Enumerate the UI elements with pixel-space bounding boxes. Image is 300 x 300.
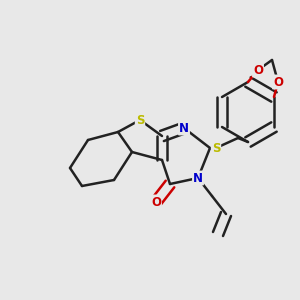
Text: O: O <box>273 76 283 88</box>
Text: N: N <box>179 122 189 134</box>
Text: O: O <box>151 196 161 208</box>
Text: N: N <box>193 172 203 184</box>
Text: S: S <box>136 113 144 127</box>
Text: O: O <box>253 64 263 76</box>
Text: S: S <box>212 142 220 154</box>
